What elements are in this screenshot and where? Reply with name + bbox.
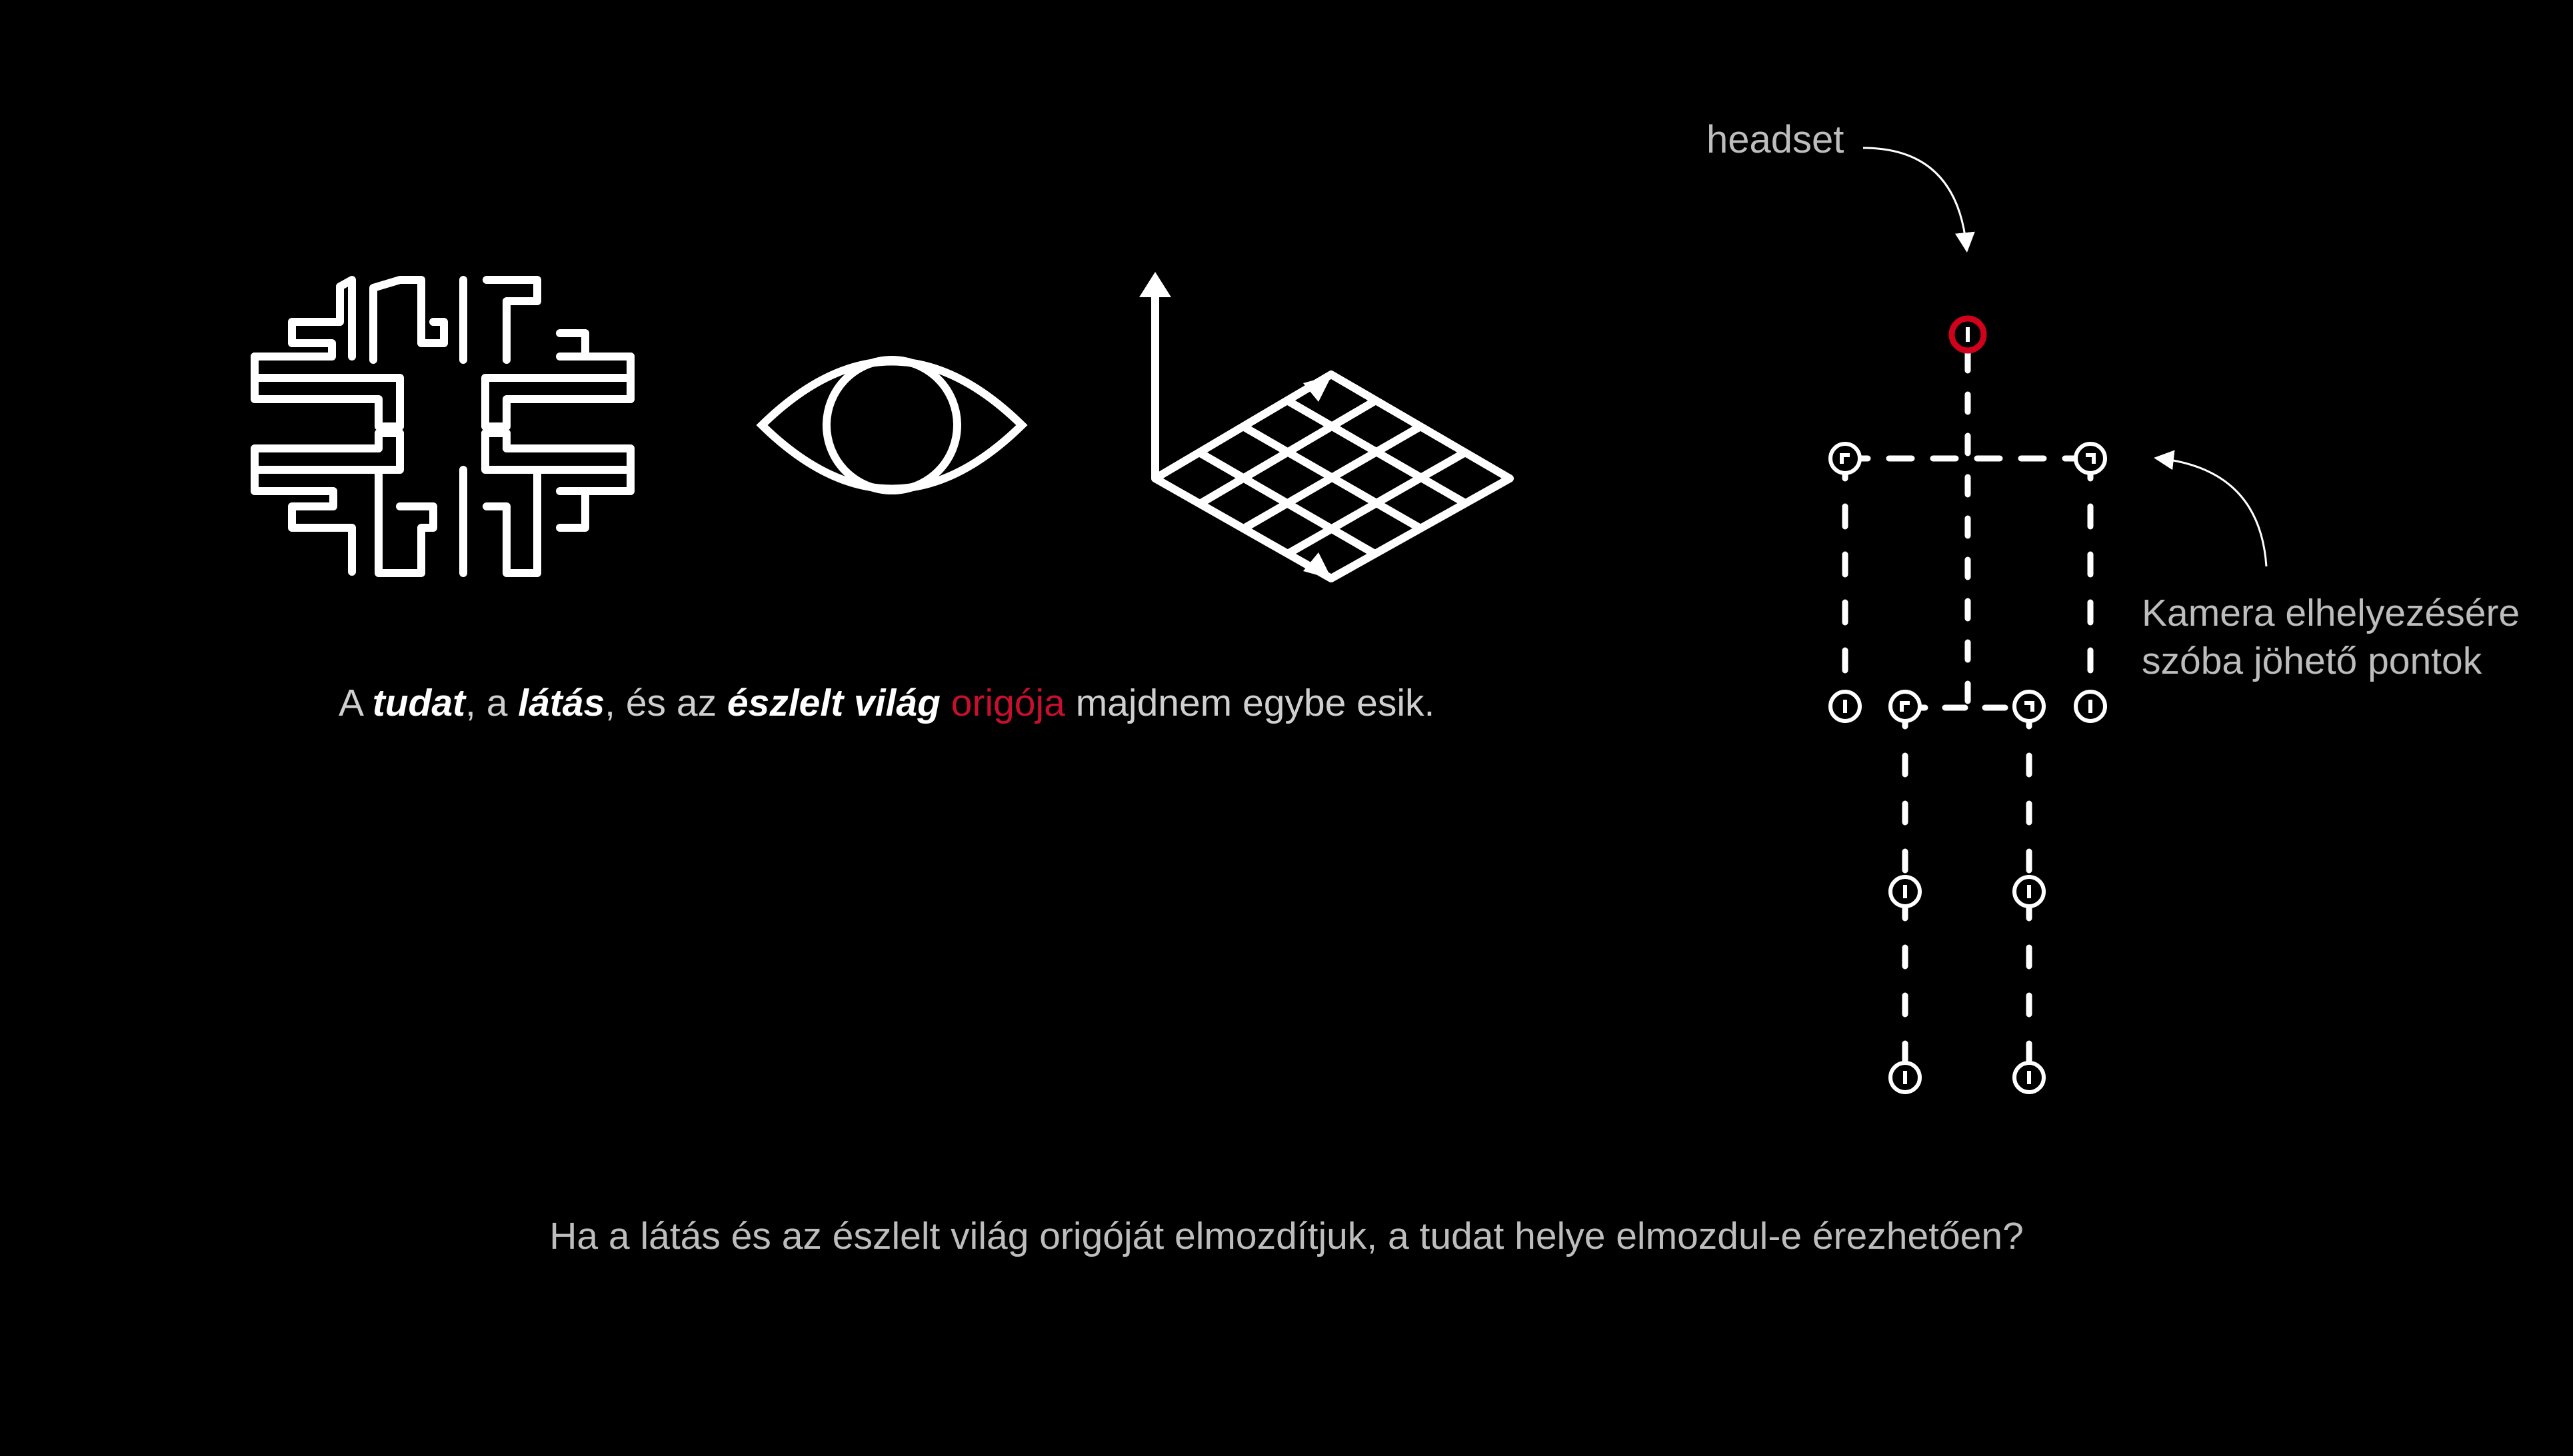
joint-marker-right-knee <box>2012 875 2046 908</box>
joint-marker-left-shoulder <box>1828 442 1862 475</box>
eye-icon <box>756 356 1028 494</box>
joint-marker-right-foot <box>2012 1061 2046 1094</box>
headset-label: headset <box>1706 118 1844 161</box>
joint-marker-right-hip <box>2012 690 2046 723</box>
joint-marker-right-hand <box>2074 690 2107 723</box>
word-origoja: origója <box>951 682 1065 724</box>
camera-arrow-icon <box>2154 450 2268 567</box>
stick-figure-skeleton-icon <box>1842 350 2094 1081</box>
joint-marker-left-hip <box>1888 690 1922 723</box>
word-latas: látás <box>518 682 605 724</box>
joint-marker-right-shoulder <box>2074 442 2107 475</box>
joint-marker-left-knee <box>1888 875 1922 908</box>
headset-marker-icon <box>1948 315 1987 354</box>
caption-bottom-question: Ha a látás és az észlelt világ origóját … <box>549 1215 2024 1257</box>
camera-points-label: Kamera elhelyezésére szóba jöhető pontok <box>2142 592 2520 682</box>
headset-arrow-icon <box>1862 147 1975 253</box>
joint-marker-left-foot <box>1888 1061 1922 1094</box>
caption-top: A tudat, a látás, és az észlelt világ or… <box>339 682 1435 724</box>
joint-markers <box>1828 442 2107 1094</box>
word-tudat: tudat <box>372 682 466 724</box>
world-axes-grid-icon <box>1139 272 1514 582</box>
maze-brain-icon <box>251 276 635 577</box>
phrase-eszlelt-vilag: észlelt világ <box>727 682 941 724</box>
joint-marker-left-hand <box>1828 690 1862 723</box>
